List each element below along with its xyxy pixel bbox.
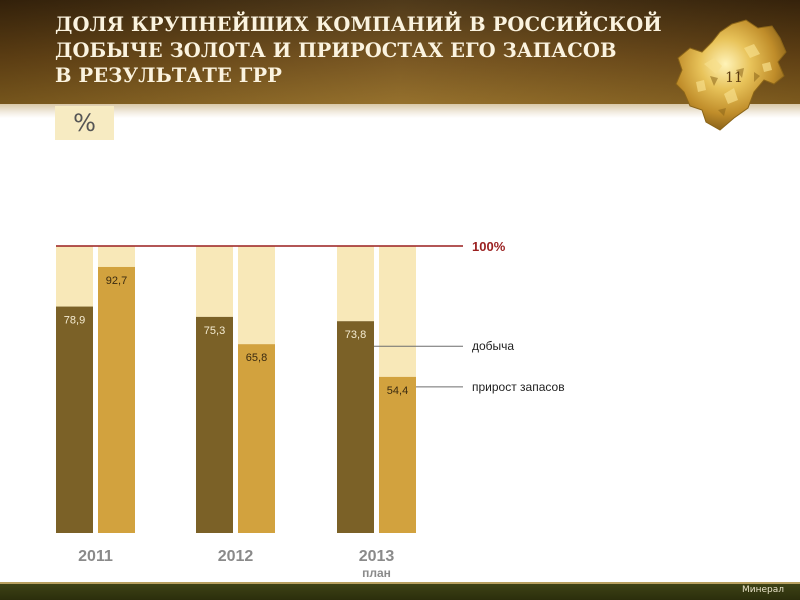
bar-2011-production: [56, 306, 93, 533]
bar-2012-reserves: [238, 344, 275, 533]
bar-2012-production: [196, 316, 233, 533]
data-label-2013-production: 73,8: [345, 329, 366, 341]
data-label-2013-reserves: 54,4: [387, 385, 408, 397]
bar-2013-reserves: [379, 376, 416, 533]
legend-label-reserves: прирост запасов: [472, 380, 565, 394]
gold-nugget-icon: [675, 19, 787, 131]
category-label-2013: 2013: [359, 548, 395, 565]
data-label-2011-reserves: 92,7: [106, 275, 127, 287]
data-label-2012-production: 75,3: [204, 325, 225, 337]
slide-title-line-3: В РЕЗУЛЬТАТЕ ГРР: [55, 64, 282, 87]
bar-remainder-2012-reserves: [238, 246, 275, 345]
data-label-2011-production: 78,9: [64, 315, 85, 327]
header-shadow: [0, 104, 800, 118]
reference-line-label: 100%: [472, 239, 506, 254]
slide-title-line-1: ДОЛЯ КРУПНЕЙШИХ КОМПАНИЙ В РОССИЙСКОЙ: [55, 13, 662, 36]
bar-remainder-2011-reserves: [98, 246, 135, 267]
bar-remainder-2011-production: [56, 246, 93, 307]
bar-remainder-2013-production: [337, 246, 374, 322]
legend-label-production: добыча: [472, 339, 514, 353]
bar-2011-reserves: [98, 266, 135, 533]
data-label-2012-reserves: 65,8: [246, 352, 267, 364]
slide-title: ДОЛЯ КРУПНЕЙШИХ КОМПАНИЙ В РОССИЙСКОЙ ДО…: [55, 12, 662, 89]
header-band: [0, 0, 800, 104]
page-number: 11: [725, 70, 743, 86]
category-label-2011: 2011: [78, 548, 113, 565]
footer-band: Минерал: [0, 584, 800, 600]
bar-2013-production: [337, 321, 374, 533]
footer-brand: Минерал: [741, 585, 784, 595]
category-label-2012: 2012: [218, 548, 254, 565]
category-sublabel-2013: план: [362, 566, 391, 580]
header-gloss: [0, 0, 800, 104]
footer-divider: [0, 582, 800, 584]
unit-label: %: [55, 106, 114, 140]
slide-title-line-2: ДОБЫЧЕ ЗОЛОТА И ПРИРОСТАХ ЕГО ЗАПАСОВ: [55, 38, 617, 62]
bar-remainder-2012-production: [196, 246, 233, 317]
bar-remainder-2013-reserves: [379, 246, 416, 377]
